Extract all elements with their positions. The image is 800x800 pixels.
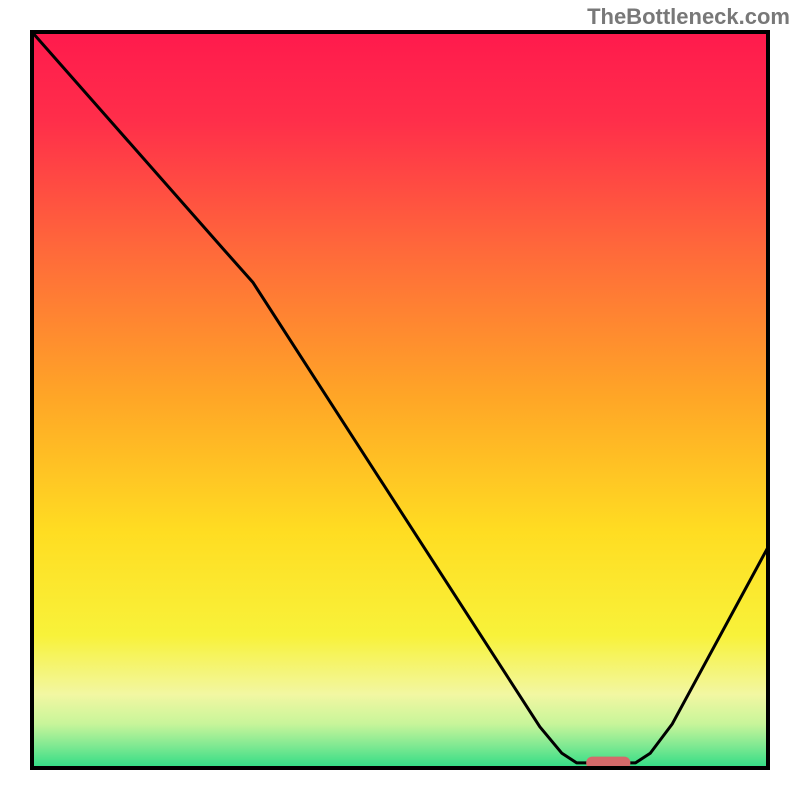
bottleneck-chart: TheBottleneck.com (0, 0, 800, 800)
chart-svg (0, 0, 800, 800)
watermark-text: TheBottleneck.com (587, 4, 790, 30)
gradient-background (32, 32, 768, 768)
